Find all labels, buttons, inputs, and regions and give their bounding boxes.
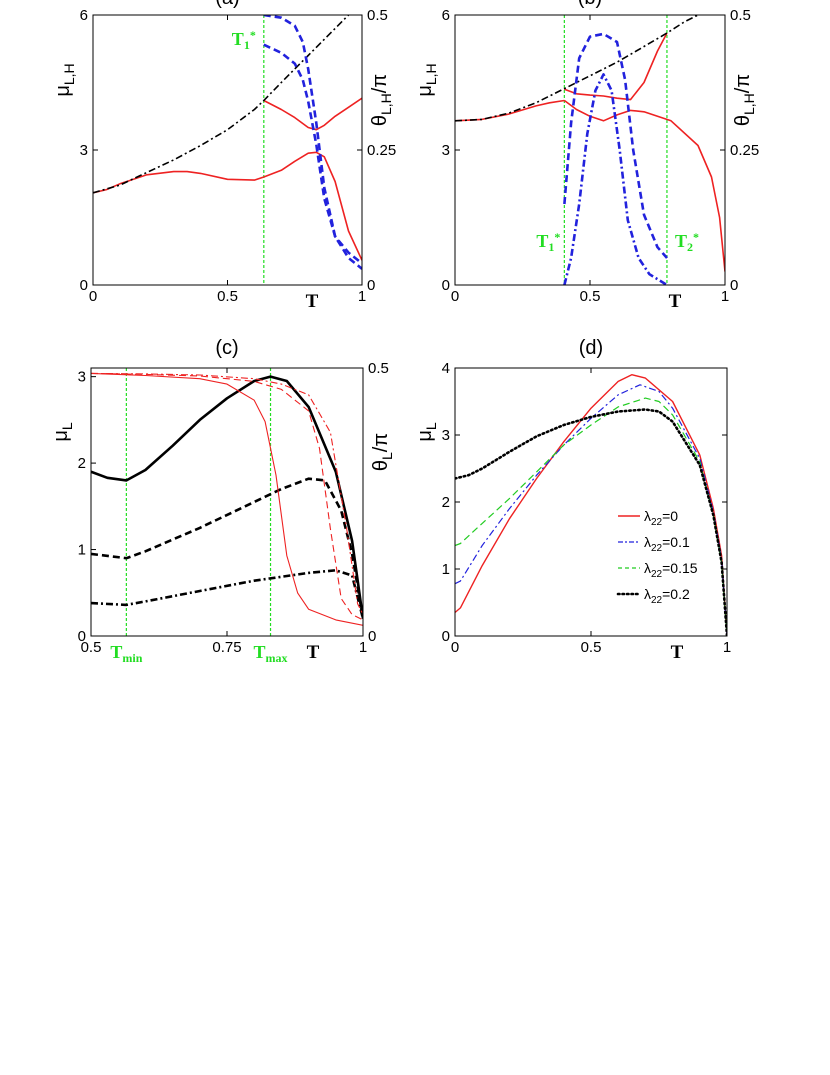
x-tick-label: 0.5 — [81, 639, 102, 656]
x-tick-label: 0.5 — [217, 288, 238, 305]
x-tick-label: 0.75 — [212, 639, 241, 656]
series-line-4 — [455, 408, 727, 636]
series-line-6 — [563, 73, 668, 285]
panel-d: (d)0 0.5 101234TμLλ22=0λ22=0.1λ22=0.15λ22=… — [414, 337, 731, 663]
y-tick-label: 6 — [442, 7, 450, 24]
series-line-1 — [455, 99, 565, 122]
series-line-3 — [263, 97, 362, 131]
y-right-tick-label: 0.5 — [368, 360, 389, 377]
y-right-tick-label: 0 — [730, 277, 738, 294]
x-tick-label: 1 — [721, 288, 729, 305]
series-line-5 — [91, 372, 363, 621]
x-tick-label: 0 — [89, 288, 97, 305]
series-line-2 — [455, 384, 727, 636]
y-right-tick-label: 0 — [368, 628, 376, 645]
y-right-axis-label: θL,H/π — [732, 74, 757, 126]
y-right-tick-label: 0.5 — [730, 7, 751, 24]
x-tick-label: 1 — [723, 639, 731, 656]
series-line-1 — [91, 375, 363, 619]
series-line-5 — [263, 15, 362, 270]
x-tick-label: 0 — [451, 639, 459, 656]
series-line-3 — [91, 569, 363, 620]
y-axis-label: μL — [414, 422, 439, 442]
legend-entry: λ22=0.1 — [644, 534, 690, 554]
series-line-4 — [455, 15, 699, 122]
series-line-1 — [455, 374, 727, 636]
y-tick-label: 3 — [442, 427, 450, 444]
guide-label: T1* — [536, 230, 560, 254]
guide-label: Tmin — [110, 642, 142, 665]
series-line-2 — [263, 151, 362, 261]
series-line-1 — [93, 170, 265, 194]
x-axis-label: T — [306, 291, 319, 312]
y-right-tick-label: 0 — [367, 277, 375, 294]
x-tick-label: 1 — [359, 639, 367, 656]
guide-label: T2* — [675, 230, 699, 254]
y-tick-label: 0 — [78, 628, 86, 645]
panel-title: (a) — [215, 0, 239, 9]
guide-label: Tmax — [254, 642, 288, 665]
series-line-6 — [91, 372, 363, 615]
x-axis-label: T — [671, 642, 684, 663]
y-axis-label: μL,H — [52, 63, 77, 96]
x-axis-label: T — [669, 291, 682, 312]
series-line-2 — [563, 99, 725, 272]
y-right-axis-label: θL/π — [370, 433, 395, 471]
legend-entry: λ22=0.2 — [644, 586, 690, 606]
axes-frame — [90, 367, 364, 637]
legend-entry: λ22=0.15 — [644, 560, 698, 580]
series-line-3 — [564, 32, 668, 101]
legend-entry: λ22=0 — [644, 508, 678, 528]
x-tick-label: 0 — [451, 288, 459, 305]
y-tick-label: 3 — [442, 142, 450, 159]
y-tick-label: 3 — [80, 142, 88, 159]
panel-title: (c) — [215, 337, 238, 359]
panel-title: (d) — [579, 337, 603, 359]
y-axis-label: μL — [50, 422, 75, 442]
y-tick-label: 1 — [78, 542, 86, 559]
x-tick-label: 1 — [358, 288, 366, 305]
y-tick-label: 1 — [442, 561, 450, 578]
series-line-4 — [93, 15, 350, 194]
series-line-6 — [263, 43, 362, 265]
y-right-axis-label: θL,H/π — [369, 74, 394, 126]
y-tick-label: 2 — [78, 455, 86, 472]
y-right-tick-label: 0.25 — [730, 142, 759, 159]
y-tick-label: 6 — [80, 7, 88, 24]
x-tick-label: 0.5 — [581, 639, 602, 656]
series-line-4 — [91, 372, 363, 626]
guide-label: T1* — [232, 28, 256, 52]
y-tick-label: 0 — [80, 277, 88, 294]
y-right-tick-label: 0.25 — [367, 142, 396, 159]
panel-title: (b) — [578, 0, 602, 9]
x-axis-label: T — [307, 642, 320, 663]
y-tick-label: 0 — [442, 277, 450, 294]
x-tick-label: 0.5 — [580, 288, 601, 305]
y-axis-label: μL,H — [414, 63, 439, 96]
y-tick-label: 3 — [78, 369, 86, 386]
y-tick-label: 2 — [442, 494, 450, 511]
y-tick-label: 4 — [442, 360, 450, 377]
series-line-5 — [563, 32, 668, 259]
series-line-2 — [91, 477, 363, 619]
y-tick-label: 0 — [442, 628, 450, 645]
y-right-tick-label: 0.5 — [367, 7, 388, 24]
axes-frame — [92, 14, 363, 286]
legend: λ22=0 λ22=0.1 λ22=0.15 λ22=0.2 — [616, 508, 698, 606]
